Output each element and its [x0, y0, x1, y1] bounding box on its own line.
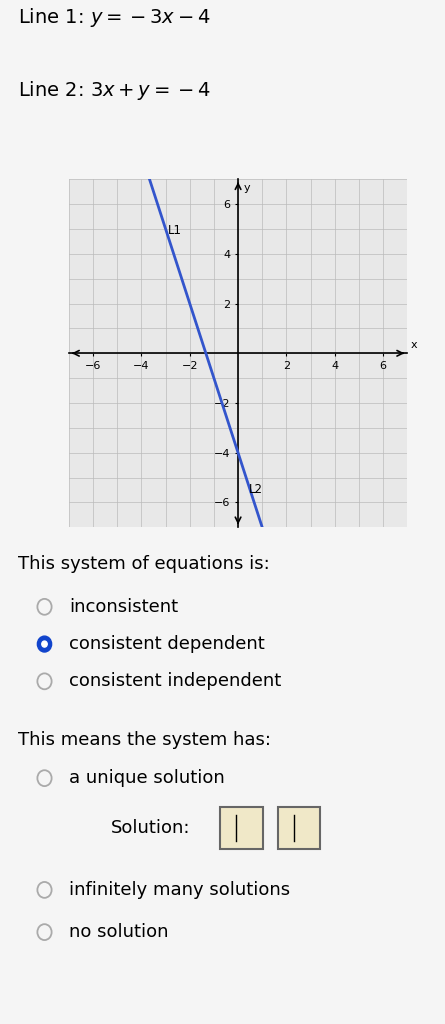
Circle shape — [42, 641, 47, 647]
Text: consistent independent: consistent independent — [69, 673, 281, 690]
Text: L1: L1 — [168, 224, 182, 237]
Text: consistent dependent: consistent dependent — [69, 635, 265, 653]
Text: This system of equations is:: This system of equations is: — [18, 555, 270, 572]
Text: Line 1: $y=-3x-4$: Line 1: $y=-3x-4$ — [18, 6, 210, 30]
Text: inconsistent: inconsistent — [69, 598, 178, 615]
Text: y: y — [244, 183, 251, 193]
Text: infinitely many solutions: infinitely many solutions — [69, 881, 290, 899]
Circle shape — [37, 636, 52, 652]
Text: This means the system has:: This means the system has: — [18, 731, 271, 749]
FancyBboxPatch shape — [278, 807, 320, 849]
Text: a unique solution: a unique solution — [69, 769, 225, 787]
Text: Line 2: $3x+y=-4$: Line 2: $3x+y=-4$ — [18, 80, 210, 102]
Text: x: x — [411, 340, 417, 349]
FancyBboxPatch shape — [220, 807, 263, 849]
Text: no solution: no solution — [69, 923, 169, 941]
Text: Solution:: Solution: — [111, 819, 191, 837]
Text: L2: L2 — [249, 482, 263, 496]
